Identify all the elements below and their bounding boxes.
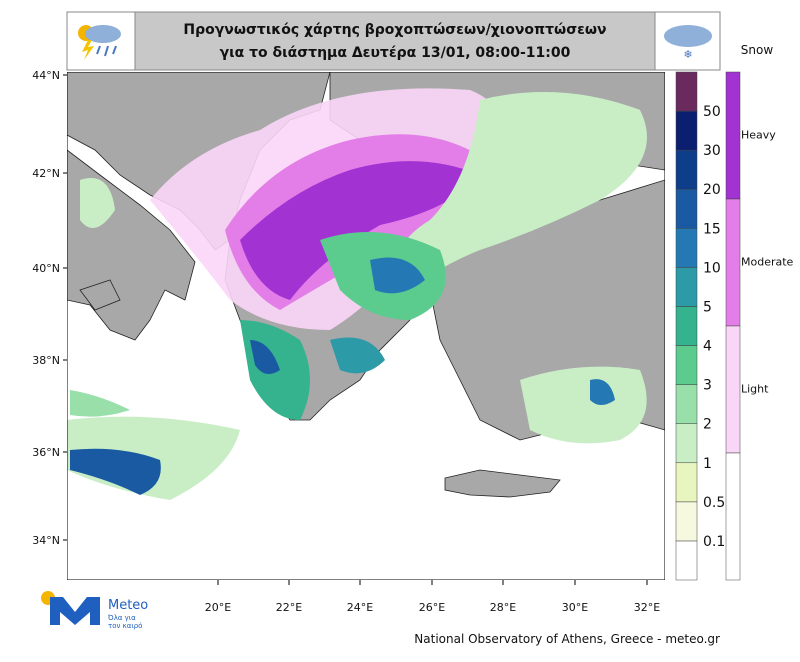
- colorbar-segment: [675, 228, 698, 268]
- snowbar-label: Light: [741, 383, 769, 396]
- colorbar-segment: [675, 149, 698, 190]
- colorbar-label: 15: [703, 221, 721, 237]
- colorbar-segment: [675, 110, 698, 151]
- lat-label: 36°N: [32, 446, 60, 459]
- lon-label: 30°E: [562, 601, 588, 614]
- colorbar-segment: [675, 71, 698, 112]
- colorbar-segment: [675, 188, 698, 229]
- colorbar-label: 50: [703, 104, 721, 120]
- lat-label: 34°N: [32, 534, 60, 547]
- lon-label: 24°E: [347, 601, 373, 614]
- colorbar-segment: [675, 501, 698, 542]
- colorbar-label: 20: [703, 182, 721, 198]
- snowbar-label: Moderate: [741, 256, 794, 269]
- colorbar-segment: [675, 423, 698, 464]
- lat-label: 44°N: [32, 69, 60, 82]
- logo: Meteo Όλα για τον καιρό: [41, 591, 148, 630]
- lon-label: 20°E: [205, 601, 231, 614]
- snow-icon: ❄: [664, 25, 712, 61]
- lon-label: 22°E: [276, 601, 302, 614]
- footer: National Observatory of Athens, Greece -…: [414, 632, 720, 646]
- colorbar-segment: [675, 540, 698, 581]
- colorbar-label: 5: [703, 299, 712, 315]
- lat-label: 38°N: [32, 354, 60, 367]
- colorbar-label: 3: [703, 378, 712, 394]
- title-line: Προγνωστικός χάρτης βροχοπτώσεων/χιονοπτ…: [183, 22, 606, 38]
- snowbar-segment: [725, 71, 741, 200]
- colorbar-label: 30: [703, 143, 721, 159]
- colorbar-segment: [675, 306, 698, 346]
- lat-label: 42°N: [32, 167, 60, 180]
- snowbar-segment: [725, 198, 741, 327]
- colorbar-label: 1: [703, 456, 712, 472]
- precipitation: [67, 88, 647, 500]
- colorbar-segment: [675, 267, 698, 307]
- colorbar-segment: [675, 384, 698, 424]
- header-box: [66, 11, 721, 71]
- colorbar-label: 2: [703, 417, 712, 433]
- title-line: για το διάστημα Δευτέρα 13/01, 08:00-11:…: [220, 45, 571, 61]
- snowbar-segment: [725, 325, 741, 454]
- logo-tagline: Όλα για: [107, 614, 136, 622]
- colorbar-label: 10: [703, 260, 721, 276]
- lon-label: 32°E: [634, 601, 660, 614]
- svg-text:❄: ❄: [683, 48, 692, 61]
- rain-colorbar: 0.1 0.5 1 2 3 4 5 10 15 20 30 50: [675, 71, 725, 581]
- colorbar-segment: [675, 345, 698, 385]
- lon-label: 28°E: [490, 601, 516, 614]
- colorbar-label: 0.1: [703, 534, 725, 550]
- lon-label: 26°E: [419, 601, 445, 614]
- snow-legend-title: Snow: [741, 43, 774, 57]
- lat-label: 40°N: [32, 262, 60, 275]
- colorbar-label: 4: [703, 339, 712, 355]
- snowbar-label: Heavy: [741, 129, 776, 142]
- rain-icon: [78, 25, 121, 60]
- logo-name: Meteo: [108, 598, 148, 613]
- snow-colorbar: Heavy Moderate Light: [725, 71, 794, 581]
- map-area: [67, 72, 665, 580]
- colorbar-segment: [675, 462, 698, 503]
- logo-tagline: τον καιρό: [108, 622, 142, 630]
- colorbar-label: 0.5: [703, 495, 725, 511]
- snowbar-segment: [725, 452, 741, 581]
